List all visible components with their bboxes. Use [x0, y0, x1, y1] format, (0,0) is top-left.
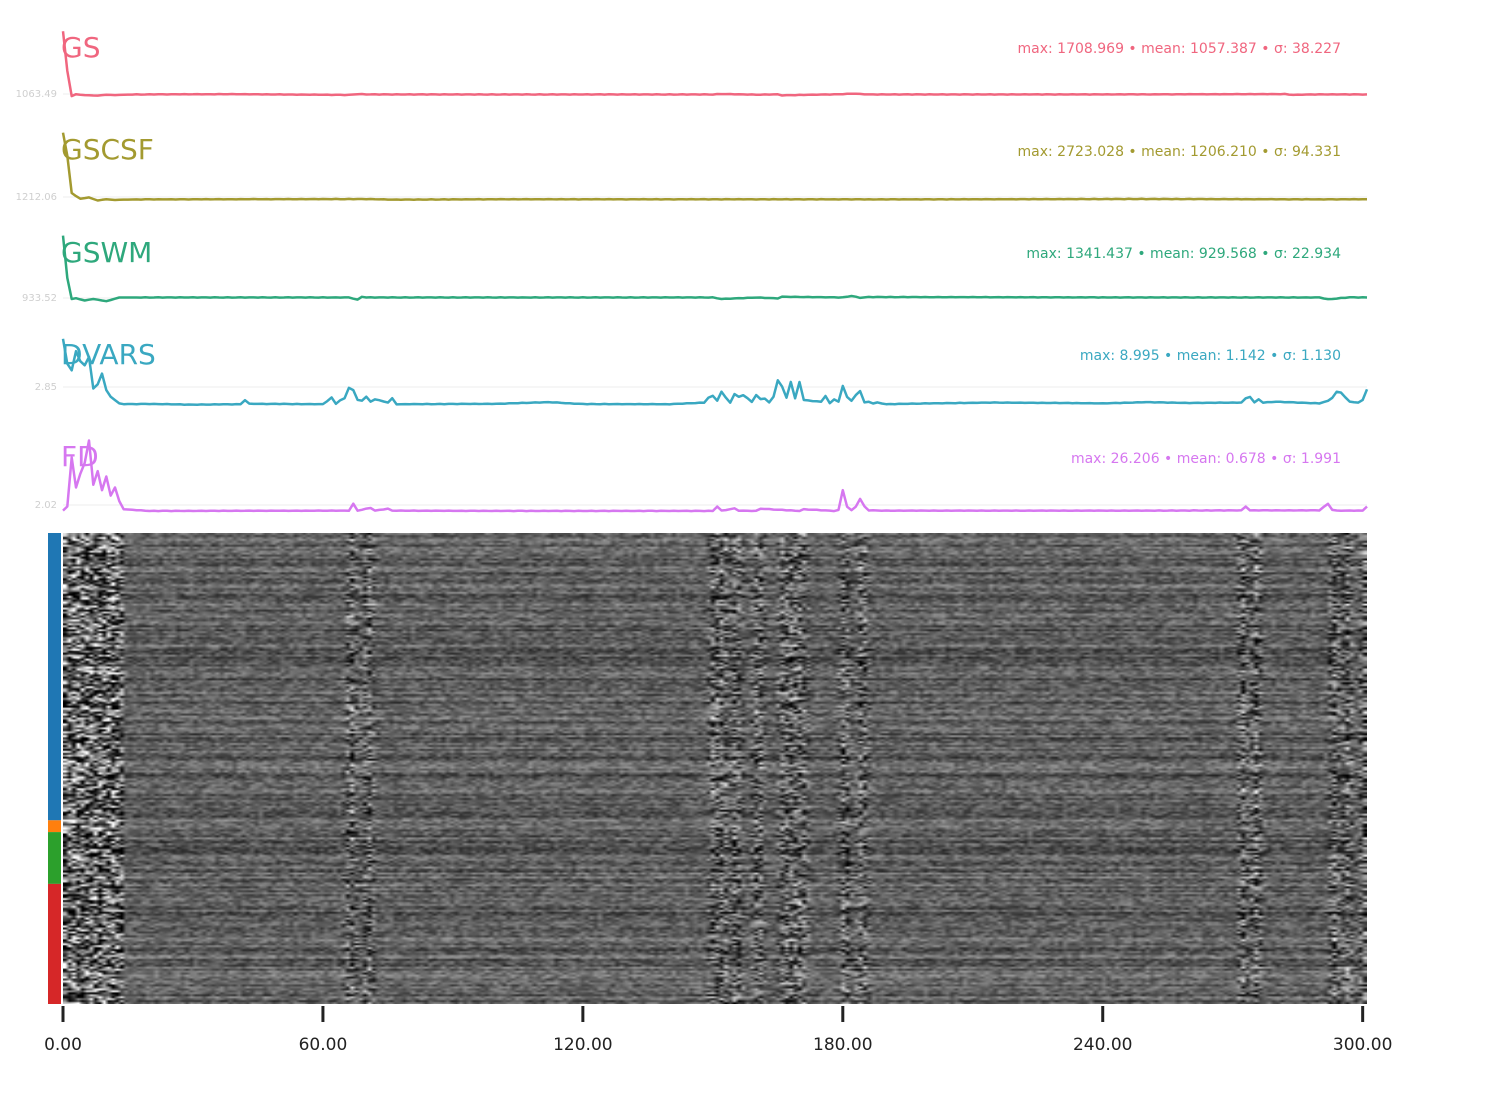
x-tick-label: 300.00 — [1333, 1035, 1392, 1055]
y-reference-label: 2.85 — [35, 382, 57, 393]
carpet-heatmap — [63, 533, 1367, 1004]
segment-1 — [48, 820, 61, 833]
y-reference-label: 2.02 — [35, 500, 57, 511]
panel-title: GS — [61, 31, 100, 64]
carpet-plot — [63, 533, 1367, 1004]
y-reference-label: 1063.49 — [16, 89, 57, 100]
segment-2 — [48, 832, 61, 884]
x-tick-label: 120.00 — [553, 1035, 612, 1055]
x-tick-label: 240.00 — [1073, 1035, 1132, 1055]
segment-0 — [48, 533, 61, 821]
panel-gscsf: 1212.06 GSCSF max: 2723.028 • mean: 1206.2… — [16, 132, 1367, 203]
series-line-dvars — [61, 338, 1369, 406]
y-reference-label: 933.52 — [22, 293, 57, 304]
x-tick-label: 180.00 — [813, 1035, 872, 1055]
x-axis: 0.00 60.00 120.00 180.00 240.00 300.00 — [44, 1006, 1392, 1055]
panel-stats: max: 1708.969 • mean: 1057.387 • σ: 38.2… — [1018, 41, 1341, 57]
segment-color-bar — [48, 533, 61, 1004]
panel-dvars: 2.85 DVARS max: 8.995 • mean: 1.142 • σ: 1… — [35, 338, 1369, 406]
panel-title: GSWM — [61, 236, 152, 269]
y-reference-label: 1212.06 — [16, 192, 57, 203]
panel-stats: max: 1341.437 • mean: 929.568 • σ: 22.93… — [1026, 246, 1341, 262]
panel-gswm: 933.52 GSWM max: 1341.437 • mean: 929.568 … — [22, 235, 1368, 304]
panel-stats: max: 8.995 • mean: 1.142 • σ: 1.130 — [1080, 348, 1341, 364]
series-line-gs — [61, 31, 1368, 98]
panel-stats: max: 2723.028 • mean: 1206.210 • σ: 94.3… — [1018, 144, 1341, 160]
panel-fd: 2.02 FD max: 26.206 • mean: 0.678 • σ: 1.9… — [35, 439, 1368, 513]
series-line-fd — [62, 439, 1368, 513]
x-tick-label: 60.00 — [299, 1035, 348, 1055]
confound-panels: 1063.49 GS max: 1708.969 • mean: 1057.387 … — [16, 31, 1369, 513]
segment-3 — [48, 883, 61, 1004]
series-line-gscsf — [61, 132, 1367, 202]
panel-title: GSCSF — [61, 133, 154, 166]
series-line-gswm — [61, 235, 1368, 303]
panel-title: DVARS — [61, 338, 156, 371]
panel-title: FD — [61, 440, 99, 473]
panel-stats: max: 26.206 • mean: 0.678 • σ: 1.991 — [1071, 451, 1341, 467]
panel-gs: 1063.49 GS max: 1708.969 • mean: 1057.387 … — [16, 31, 1368, 100]
x-tick-label: 0.00 — [44, 1035, 82, 1055]
